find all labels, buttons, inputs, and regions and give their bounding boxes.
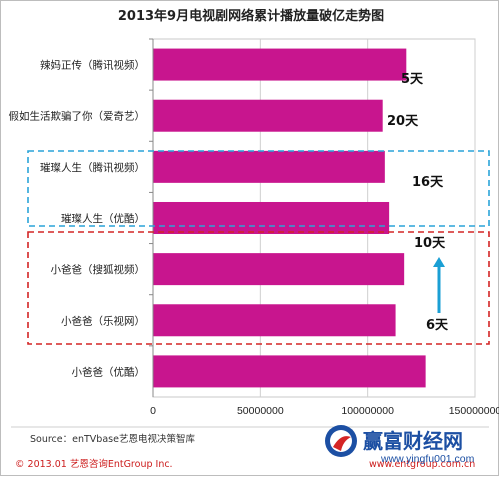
category-label: 小爸爸（搜狐视频） bbox=[51, 263, 146, 276]
watermark-url: www.yingfu001.com bbox=[380, 453, 475, 465]
annotation-6-days: 6天 bbox=[426, 318, 449, 333]
category-label: 小爸爸（优酷） bbox=[72, 365, 146, 378]
copyright-note: © 2013.01 艺恩咨询EntGroup Inc. bbox=[15, 458, 173, 470]
annotation-5-days: 5天 bbox=[401, 72, 424, 87]
annotation-16-days: 16天 bbox=[412, 175, 444, 190]
entgroup-website: www.entgroup.com.cn bbox=[369, 459, 475, 470]
category-label: 璀璨人生（腾讯视频） bbox=[40, 161, 145, 174]
category-label: 假如生活欺骗了你（爱奇艺） bbox=[9, 110, 146, 123]
highlight-box-red bbox=[27, 231, 490, 345]
category-label: 璀璨人生（优酷） bbox=[61, 212, 145, 225]
bar bbox=[153, 304, 396, 337]
bar bbox=[153, 253, 405, 286]
bar bbox=[153, 201, 390, 234]
watermark-brand: 赢富财经网 bbox=[363, 429, 463, 453]
bar bbox=[153, 355, 426, 388]
x-tick-labels: 0 50000000 100000000 150000000 bbox=[150, 405, 499, 417]
bar bbox=[153, 48, 407, 81]
bars bbox=[153, 48, 426, 388]
highlight-box-blue bbox=[27, 150, 490, 227]
watermark-logo bbox=[325, 425, 357, 457]
chart-title: 2013年9月电视剧网络累计播放量破亿走势图 bbox=[118, 8, 384, 24]
category-labels: 辣妈正传（腾讯视频） 假如生活欺骗了你（爱奇艺） 璀璨人生（腾讯视频） 璀璨人生（优酷… bbox=[9, 38, 153, 378]
x-tick-label: 150000000 bbox=[449, 405, 499, 417]
bar bbox=[153, 99, 383, 132]
annotation-10-days: 10天 bbox=[414, 236, 446, 251]
category-label: 辣妈正传（腾讯视频） bbox=[40, 59, 145, 72]
x-tick-label: 100000000 bbox=[341, 405, 394, 417]
annotation-20-days: 20天 bbox=[387, 114, 419, 129]
x-tick-label: 50000000 bbox=[237, 405, 284, 417]
up-arrow-icon bbox=[433, 257, 445, 313]
bar bbox=[153, 150, 385, 183]
source-note: Source：enTVbase艺恩电视决策智库 bbox=[30, 433, 195, 445]
x-tick-label: 0 bbox=[150, 405, 156, 417]
category-label: 小爸爸（乐视网） bbox=[61, 314, 145, 327]
